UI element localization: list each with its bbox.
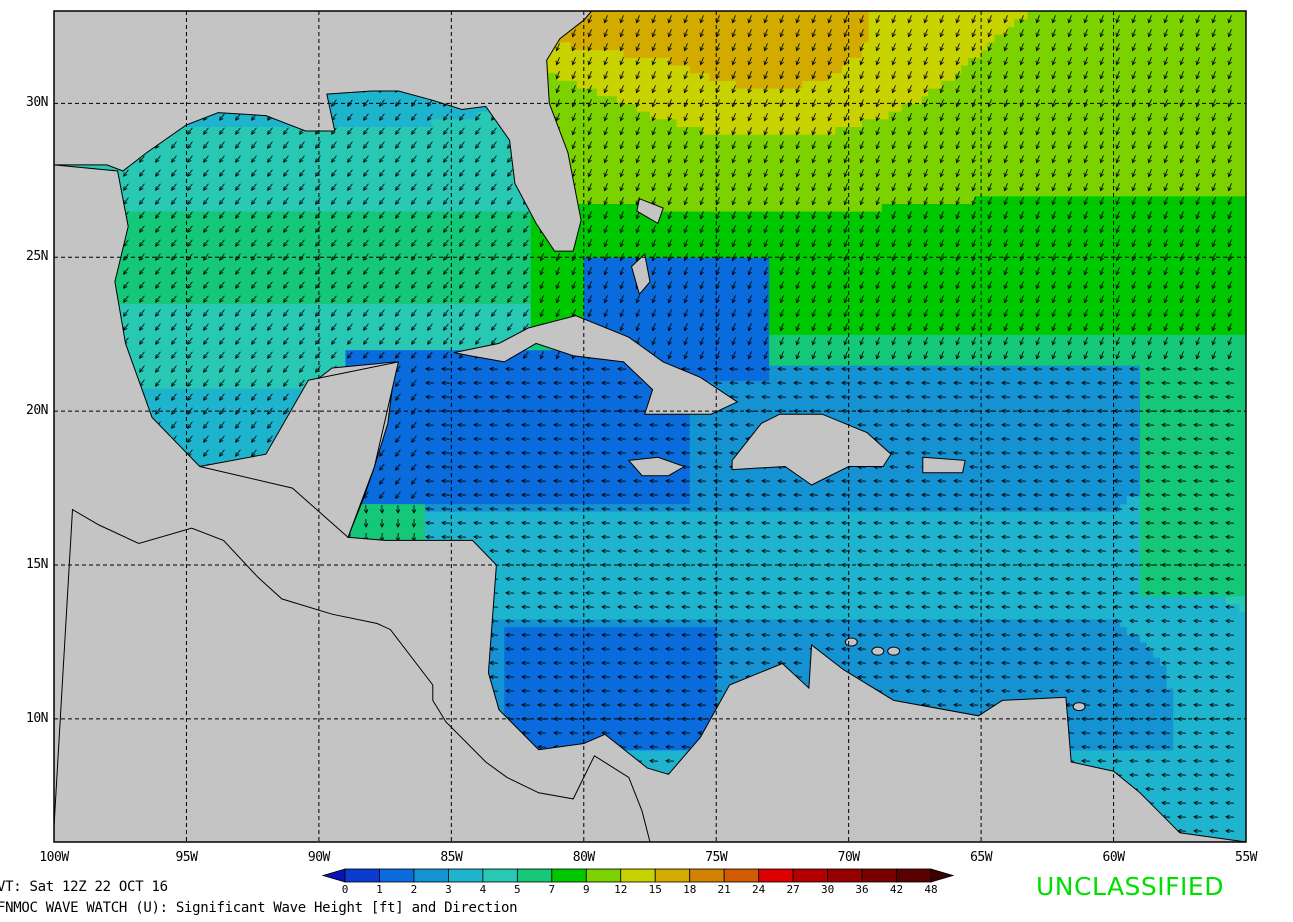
latitude-label: 30N: [4, 96, 48, 110]
colorbar-segment: [792, 868, 828, 883]
colorbar-tick-label: 48: [919, 884, 943, 896]
land-mass: [54, 11, 1246, 842]
colorbar-tick-label: 21: [712, 884, 736, 896]
colorbar-segment: [482, 868, 518, 883]
colorbar-tick-label: 4: [471, 884, 495, 896]
colorbar-tick-label: 9: [574, 884, 598, 896]
colorbar-tick-label: 24: [747, 884, 771, 896]
latitude-label: 25N: [4, 250, 48, 264]
longitude-label: 75W: [691, 851, 741, 865]
landmass-7: [636, 198, 664, 225]
latitude-label: 10N: [4, 711, 48, 726]
colorbar-tick-label: 5: [505, 884, 529, 896]
colorbar-tick-label: 36: [850, 884, 874, 896]
colorbar-tick-label: 18: [678, 884, 702, 896]
colorbar-tick-label: 3: [436, 884, 460, 896]
colorbar-tick-label: 15: [643, 884, 667, 896]
colorbar-segment: [827, 868, 863, 883]
colorbar-high-end: [930, 868, 955, 883]
latitude-label: 15N: [4, 558, 48, 572]
landmass-3: [731, 413, 892, 486]
colorbar-segment: [758, 868, 794, 883]
colorbar: [321, 868, 955, 883]
colorbar-tick-label: 1: [367, 884, 391, 896]
colorbar-segment: [654, 868, 691, 883]
island-0: [1072, 702, 1086, 712]
longitude-label: 60W: [1089, 851, 1139, 865]
longitude-label: 70W: [824, 851, 874, 865]
landmass-6: [199, 361, 400, 539]
colorbar-segment: [896, 868, 932, 883]
colorbar-tick-label: 7: [540, 884, 564, 896]
colorbar-segment: [516, 868, 553, 883]
colorbar-tick-label: 12: [609, 884, 633, 896]
colorbar-segment: [861, 868, 897, 883]
colorbar-segment: [379, 868, 415, 883]
longitude-label: 85W: [426, 851, 476, 865]
colorbar-segment: [689, 868, 725, 883]
island-1: [844, 637, 858, 647]
landmass-2: [453, 315, 739, 415]
island-2: [871, 646, 885, 656]
colorbar-segment: [620, 868, 656, 883]
colorbar-segment: [413, 868, 449, 883]
colorbar-segment: [551, 868, 587, 883]
colorbar-tick-label: 2: [402, 884, 426, 896]
colorbar-low-end: [321, 868, 346, 883]
landmass-0: [54, 11, 1246, 842]
product-title: FNMOC WAVE WATCH (U): Significant Wave H…: [0, 900, 518, 916]
colorbar-segment: [344, 868, 380, 883]
longitude-label: 100W: [29, 851, 79, 865]
colorbar-segment: [585, 868, 622, 883]
landmass-8: [630, 253, 651, 296]
landmass-5: [922, 456, 966, 474]
longitude-label: 55W: [1221, 851, 1271, 865]
map-frame: [53, 10, 1247, 843]
valid-time: VT: Sat 12Z 22 OCT 16: [0, 879, 168, 895]
colorbar-tick-label: 42: [885, 884, 909, 896]
colorbar-segment: [448, 868, 484, 883]
longitude-label: 80W: [559, 851, 609, 865]
colorbar-tick-label: 27: [781, 884, 805, 896]
colorbar-tick-label: 30: [816, 884, 840, 896]
longitude-label: 95W: [161, 851, 211, 865]
island-3: [887, 646, 901, 656]
colorbar-segment: [723, 868, 760, 883]
landmass-4: [627, 456, 686, 477]
longitude-label: 90W: [294, 851, 344, 865]
plot-area: [54, 11, 1246, 842]
latitude-label: 20N: [4, 404, 48, 418]
longitude-label: 65W: [956, 851, 1006, 865]
classification-label: UNCLASSIFIED: [1036, 872, 1224, 901]
colorbar-tick-label: 0: [333, 884, 357, 896]
lat-lon-grid: [54, 11, 1246, 842]
landmass-1: [54, 11, 612, 252]
